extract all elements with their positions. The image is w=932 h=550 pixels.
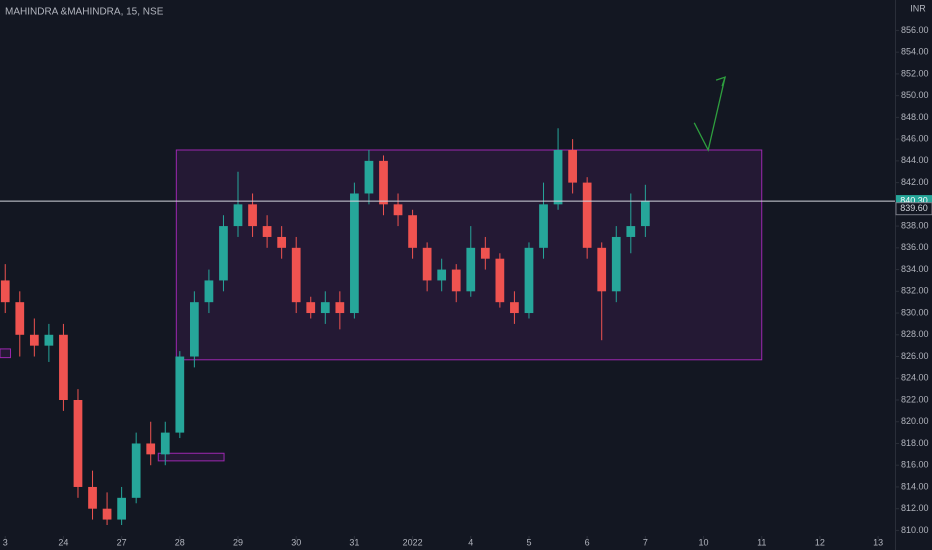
candle-body <box>364 160 374 194</box>
candle-body <box>640 201 650 227</box>
candle-body <box>524 247 534 314</box>
y-tick-label: 854.00 <box>901 47 929 57</box>
y-tick-label: 812.00 <box>901 503 929 513</box>
candle-body <box>539 204 548 248</box>
y-tick-label: 834.00 <box>901 264 929 274</box>
y-tick-label: 816.00 <box>901 460 929 470</box>
candle-body <box>29 334 39 346</box>
chart-title: MAHINDRA &MAHINDRA, 15, NSE <box>5 7 164 18</box>
candle-body <box>466 247 476 292</box>
candle-body <box>73 400 83 487</box>
x-tick-label: 10 <box>699 537 709 547</box>
candle-body <box>59 334 68 400</box>
currency-label: INR <box>910 3 926 13</box>
y-tick-label: 844.00 <box>901 155 929 165</box>
trend-arrow <box>693 77 726 152</box>
x-tick-label: 4 <box>468 537 473 547</box>
x-tick-label: 24 <box>58 537 68 547</box>
zone-rectangle <box>0 348 11 359</box>
candle-body <box>408 215 417 248</box>
y-tick-label: 836.00 <box>901 242 929 252</box>
y-tick-label: 838.00 <box>901 220 929 230</box>
candle-body <box>233 204 243 227</box>
candle-body <box>422 247 432 281</box>
candle-body <box>277 236 287 248</box>
candle-body <box>393 204 403 216</box>
price-label: 840.30 <box>900 195 928 205</box>
y-tick-label: 856.00 <box>901 25 929 35</box>
x-tick-label: 2022 <box>403 537 423 547</box>
candle-body <box>160 432 170 455</box>
candle-body <box>204 280 214 303</box>
candle-body <box>306 302 316 314</box>
candle-body <box>219 226 228 281</box>
candle-body <box>44 334 54 346</box>
y-tick-label: 846.00 <box>901 134 929 144</box>
x-tick-label: 5 <box>526 537 531 547</box>
candle-body <box>597 247 607 292</box>
candle-body <box>248 204 257 227</box>
y-tick-label: 814.00 <box>901 481 929 491</box>
candle-body <box>510 302 519 314</box>
x-tick-label: 31 <box>349 537 359 547</box>
candle-body <box>175 356 185 433</box>
candle-body <box>291 247 301 303</box>
candle-body <box>568 150 577 183</box>
candle-body <box>117 497 126 520</box>
y-tick-label: 842.00 <box>901 177 929 187</box>
candle-body <box>611 236 621 292</box>
y-tick-label: 852.00 <box>901 68 929 78</box>
x-tick-label: 3 <box>3 537 8 547</box>
x-tick-label: 27 <box>117 537 127 547</box>
x-tick-label: 11 <box>757 537 766 547</box>
x-tick-label: 29 <box>233 537 243 547</box>
candle-body <box>626 226 636 237</box>
candle-body <box>350 193 359 314</box>
candle-body <box>437 269 447 281</box>
candle-body <box>88 486 97 509</box>
y-tick-label: 826.00 <box>901 351 929 361</box>
candle-body <box>262 226 272 237</box>
x-tick-label: 28 <box>175 537 185 547</box>
y-tick-label: 810.00 <box>901 525 929 535</box>
price-label-box <box>895 202 932 216</box>
x-tick-label: 6 <box>585 537 590 547</box>
y-tick-label: 828.00 <box>901 329 929 339</box>
y-tick-label: 818.00 <box>901 438 929 448</box>
candle-body <box>582 182 592 248</box>
y-tick-label: 832.00 <box>901 286 929 296</box>
x-tick-label: 30 <box>291 537 301 547</box>
candle-body <box>15 302 25 335</box>
candle-body <box>189 302 199 357</box>
y-tick-label: 822.00 <box>901 394 929 404</box>
zone-rectangle <box>157 452 225 462</box>
candle-body <box>480 247 490 259</box>
y-tick-label: 848.00 <box>901 112 929 122</box>
candle-body <box>379 160 388 205</box>
y-tick-label: 830.00 <box>901 307 929 317</box>
candle-body <box>131 443 141 498</box>
candle-body <box>146 443 156 455</box>
x-tick-label: 7 <box>643 537 648 547</box>
y-tick-label: 820.00 <box>901 416 929 426</box>
candle-body <box>495 258 505 303</box>
candle-body <box>553 150 563 205</box>
candle-body <box>451 269 461 292</box>
arrow-head <box>715 76 727 87</box>
candle-body <box>0 280 10 303</box>
candle-body <box>320 302 330 314</box>
x-tick-label: 13 <box>873 537 883 547</box>
price-label: 839.60 <box>900 203 928 213</box>
candle-body <box>102 508 112 520</box>
y-tick-label: 824.00 <box>901 373 929 383</box>
x-tick-label: 12 <box>815 537 825 547</box>
y-tick-label: 850.00 <box>901 90 929 100</box>
candle-body <box>335 302 345 314</box>
